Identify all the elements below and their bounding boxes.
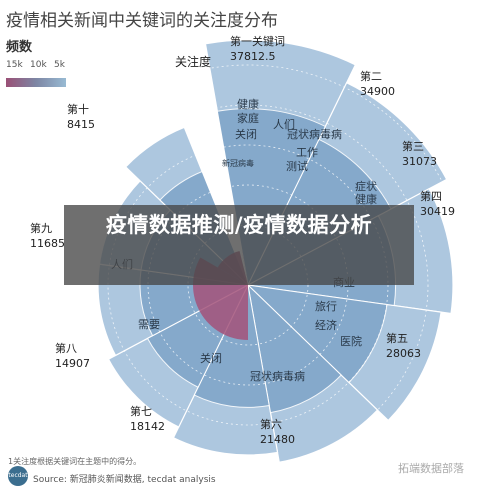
legend-tick-5k: 5k xyxy=(54,60,65,70)
sector-label-6: 第六 xyxy=(260,417,282,431)
sector-value-6: 21480 xyxy=(260,433,295,446)
sector-value-1: 37812.5 xyxy=(230,50,276,63)
sector-label-3: 第三 xyxy=(402,139,424,153)
sector-label-4: 第四 xyxy=(420,189,442,203)
legend-title: 频数 xyxy=(6,40,33,55)
sector-label-5: 第五 xyxy=(386,331,408,345)
axis-label: 关注度 xyxy=(175,54,211,69)
banner-text: 疫情数据推测/疫情数据分析 xyxy=(105,213,373,237)
grid-circle-4 xyxy=(67,104,429,466)
sector-label-2: 第二 xyxy=(360,69,382,83)
source-text: Source: 新冠肺炎新闻数据, tecdat analysis xyxy=(33,475,216,485)
keyword-label-9: 健康 xyxy=(355,192,377,206)
grid-circle-1 xyxy=(187,224,309,346)
footnote: 1关注度根据关键词在主题中的得分。 xyxy=(8,457,142,466)
keyword-label-4: 关闭 xyxy=(235,127,257,141)
sector-label-7: 第七 xyxy=(130,404,152,418)
grid-circle-5 xyxy=(27,64,469,492)
keyword-label-12: 经济 xyxy=(315,318,337,332)
keyword-label-18: 新冠病毒 xyxy=(222,158,254,168)
sector-value-7: 18142 xyxy=(130,420,165,433)
sector-mid-6 xyxy=(193,283,270,408)
sector-value-2: 34900 xyxy=(360,85,395,98)
keyword-label-1: 健康 xyxy=(237,97,259,111)
sector-label-8: 第八 xyxy=(55,341,77,355)
keyword-label-5: 冠状病毒病 xyxy=(287,127,342,141)
legend-color-bar xyxy=(6,78,66,87)
watermark-banner xyxy=(64,205,414,285)
keyword-label-2: 家庭 xyxy=(237,111,259,125)
grid-circle-2 xyxy=(147,184,349,386)
tecdat-logo: tecdat xyxy=(8,466,28,486)
watermark-text: 拓端数据部落 xyxy=(398,462,464,475)
sector-label-9: 第九 xyxy=(30,221,52,235)
sector-value-9: 11685 xyxy=(30,237,65,250)
keyword-label-16: 需要 xyxy=(138,318,160,331)
sector-value-3: 31073 xyxy=(402,155,437,168)
keyword-label-8: 症状 xyxy=(355,179,377,193)
keyword-label-11: 旅行 xyxy=(315,299,337,313)
legend-tick-15k: 15k xyxy=(6,60,23,70)
sector-label-10: 第十 xyxy=(67,102,89,116)
sector-label-1: 第一关键词 xyxy=(230,34,285,48)
sector-value-5: 28063 xyxy=(386,347,421,360)
sector-mid-5 xyxy=(247,283,342,414)
keyword-label-14: 冠状病毒病 xyxy=(250,369,305,383)
sector-value-8: 14907 xyxy=(55,357,90,370)
keyword-label-3: 人们 xyxy=(273,117,295,131)
keyword-label-15: 关闭 xyxy=(200,351,222,365)
chart-title: 疫情相关新闻中关键词的关注度分布 xyxy=(6,11,278,31)
legend-tick-10k: 10k xyxy=(30,60,47,70)
grid-circle-3 xyxy=(107,144,389,426)
sector-value-4: 30419 xyxy=(420,205,455,218)
keyword-label-6: 工作 xyxy=(296,146,318,159)
sector-value-10: 8415 xyxy=(67,118,95,131)
keyword-label-13: 医院 xyxy=(340,334,362,348)
keyword-label-7: 测试 xyxy=(286,160,308,173)
